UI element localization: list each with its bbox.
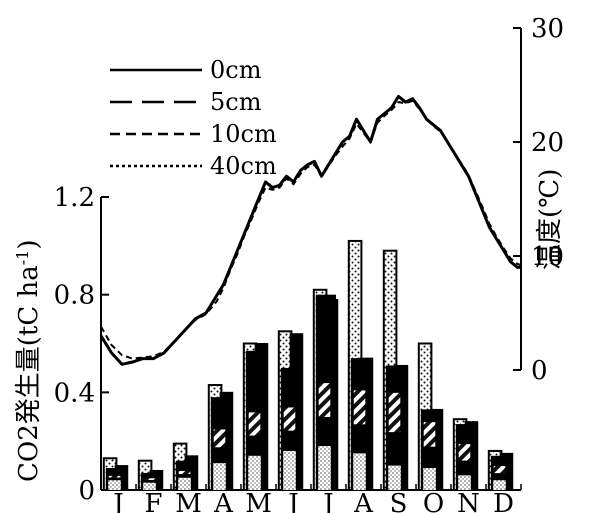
x-tick-label: J <box>110 489 123 513</box>
bar-hatched-layer <box>247 411 262 437</box>
legend-label-0cm: 0cm <box>210 56 262 84</box>
legend-label-40cm: 40cm <box>210 152 277 180</box>
bars <box>102 239 514 492</box>
legend-label-10cm: 10cm <box>210 120 277 148</box>
bar-grey-layer <box>143 482 156 490</box>
axis-labels: CO2発生量(tC ha-1) 温度(℃) <box>13 169 565 482</box>
bar-hatched-layer <box>352 389 367 426</box>
bar-hatched-layer <box>177 469 192 475</box>
y2-tick-label: 30 <box>531 14 564 44</box>
temperature-line-0cm <box>99 94 521 366</box>
y-tick-label: 0.8 <box>54 281 95 311</box>
bar-grey-layer <box>248 455 261 490</box>
y2-tick-label: 0 <box>531 356 548 386</box>
x-tick-label: D <box>493 489 514 513</box>
y2-tick-label: 20 <box>531 128 564 158</box>
x-tick-label: M <box>175 489 202 513</box>
legend: 0cm 5cm 10cm 40cm <box>110 56 277 180</box>
x-tick-label: J <box>285 489 298 513</box>
x-tick-label: M <box>245 489 272 513</box>
x-tick-label: O <box>423 489 444 513</box>
y-tick-label: 0 <box>78 476 95 506</box>
bar-grey-layer <box>493 480 506 490</box>
bar-grey-layer <box>353 453 366 490</box>
bar-grey-layer <box>283 450 296 490</box>
bar-hatched-layer <box>142 477 157 481</box>
bar-grey-layer <box>213 463 226 490</box>
y-tick-label: 0.4 <box>54 378 95 408</box>
x-tick-label: N <box>457 489 480 513</box>
bar-hatched-layer <box>387 391 402 434</box>
bar-hatched-layer <box>107 474 122 479</box>
x-tick-label: A <box>213 489 234 513</box>
bar-grey-layer <box>388 465 401 490</box>
bar-grey-layer <box>458 475 471 490</box>
bar-hatched-layer <box>492 465 507 475</box>
bar-hatched-layer <box>457 443 472 462</box>
bar-hatched-layer <box>282 406 297 432</box>
bar-grey-layer <box>108 480 121 490</box>
bar-hatched-layer <box>317 382 332 418</box>
bar-grey-layer <box>423 468 436 490</box>
y-tick-label: 1.2 <box>54 183 95 213</box>
temperature-lines <box>99 94 522 366</box>
temperature-line-10cm <box>100 99 522 360</box>
bar-hatched-layer <box>422 421 437 448</box>
x-tick-label: A <box>353 489 374 513</box>
y2-tick-label: 10 <box>531 242 564 272</box>
bar-hatched-layer <box>212 428 227 449</box>
y2-axis-label: 温度(℃) <box>535 169 565 270</box>
bar-grey-layer <box>318 446 331 490</box>
x-tick-label: F <box>144 489 162 513</box>
legend-label-5cm: 5cm <box>210 88 262 116</box>
bar-grey-layer <box>178 477 191 490</box>
x-tick-label: J <box>320 489 333 513</box>
y-axis-label: CO2発生量(tC ha-1) <box>13 240 44 483</box>
x-tick-label: S <box>390 489 408 513</box>
